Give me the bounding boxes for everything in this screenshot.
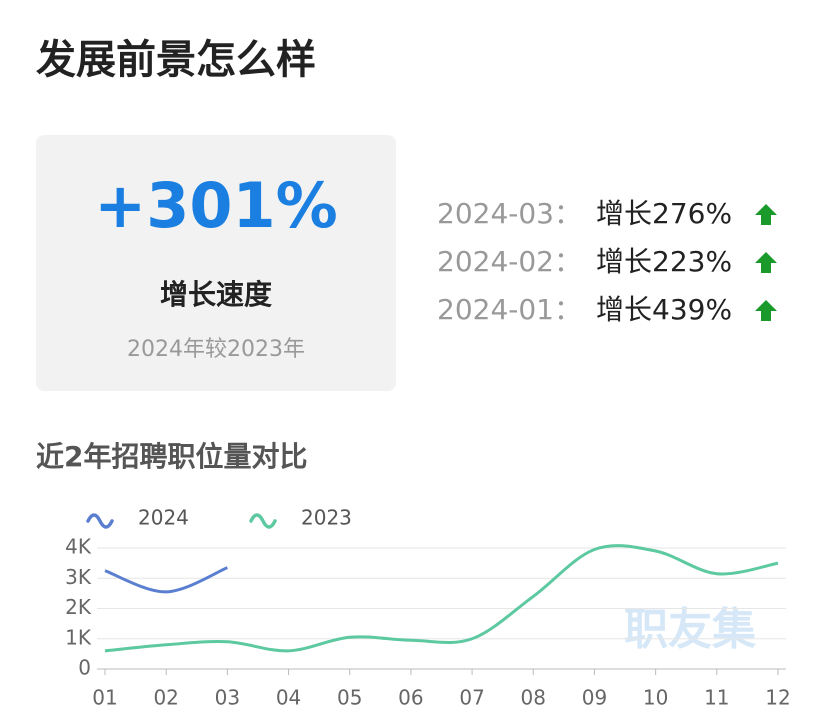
up-arrow (755, 204, 777, 225)
up-arrow (755, 300, 777, 321)
series-line (104, 544, 779, 653)
x-tick-label: 05 (337, 686, 362, 710)
series-line (104, 566, 228, 594)
legend-label: 2024 (138, 506, 189, 530)
growth-text: 增长276% (596, 197, 732, 230)
x-tick-label: 11 (704, 686, 729, 710)
summary-label: 增长速度 (160, 278, 272, 311)
x-tick-label: 02 (153, 686, 178, 710)
legend-icon (249, 513, 277, 529)
y-tick-label: 1K (65, 625, 92, 649)
growth-text: 增长223% (596, 245, 732, 278)
x-tick-label: 03 (215, 686, 240, 710)
x-tick-label: 01 (92, 686, 117, 710)
x-tick-label: 10 (643, 686, 668, 710)
growth-date: 2024-03： (437, 197, 582, 230)
summary-note: 2024年较2023年 (127, 337, 305, 362)
x-tick-label: 04 (276, 686, 301, 710)
up-arrow (755, 252, 777, 273)
x-tick-label: 08 (521, 686, 546, 710)
growth-text: 增长439% (596, 293, 732, 326)
summary-value: +301% (94, 169, 338, 242)
watermark: 职友集 (624, 604, 756, 655)
growth-date: 2024-02： (437, 245, 582, 278)
chart-title: 近2年招聘职位量对比 (36, 440, 307, 473)
x-tick-label: 07 (459, 686, 484, 710)
y-tick-label: 4K (65, 535, 92, 559)
page-title: 发展前景怎么样 (36, 37, 316, 83)
y-tick-label: 0 (78, 656, 91, 680)
legend-label: 2023 (301, 506, 352, 530)
legend-icon (86, 513, 114, 529)
growth-date: 2024-01： (437, 293, 582, 326)
summary-card (36, 135, 396, 391)
x-tick-label: 06 (398, 686, 423, 710)
y-tick-label: 2K (65, 595, 92, 619)
growth-list: 2024-03： 增长276% 2024-02： 增长223% 2024-01：… (437, 197, 777, 326)
x-tick-label: 12 (765, 686, 790, 710)
y-tick-label: 3K (65, 565, 92, 589)
x-tick-label: 09 (582, 686, 607, 710)
